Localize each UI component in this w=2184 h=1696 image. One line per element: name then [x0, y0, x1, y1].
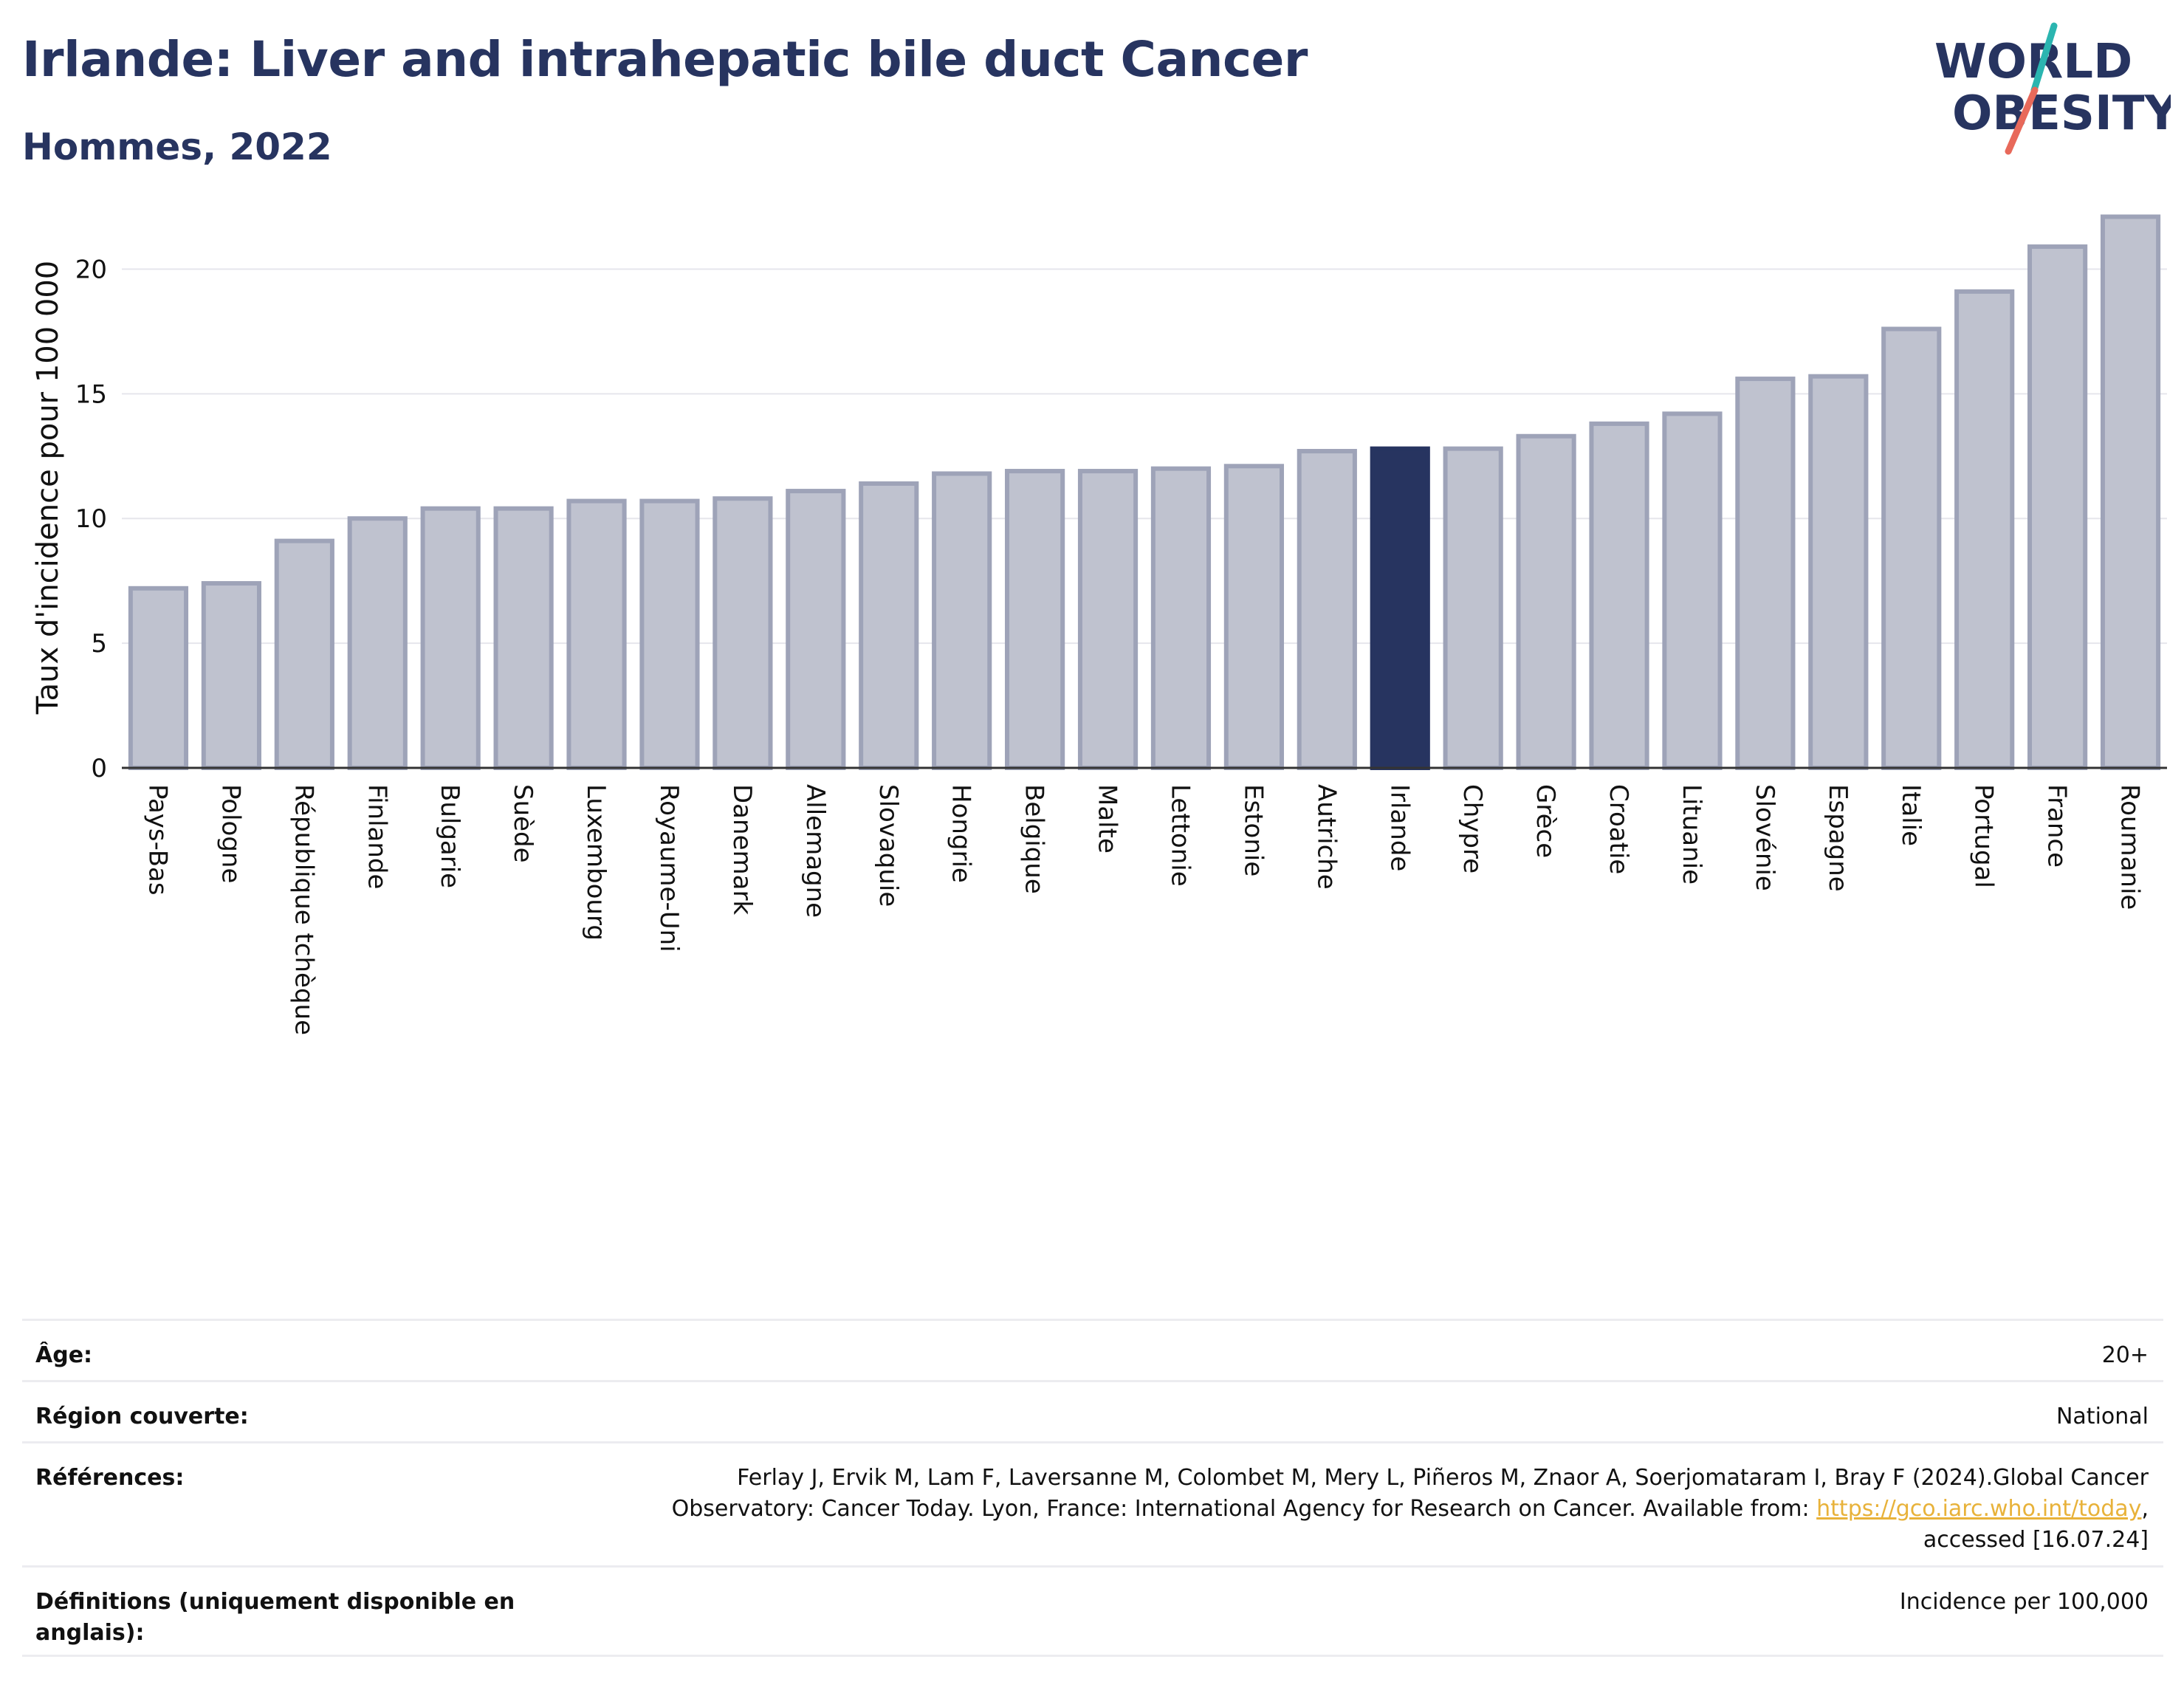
world-obesity-logo: WORLD OBESITY [1934, 22, 2171, 155]
bar[interactable] [932, 471, 992, 770]
age-label: Âge: [35, 1342, 93, 1368]
y-tick-label: 5 [91, 629, 107, 659]
bar[interactable] [1443, 446, 1503, 770]
x-tick-label: Hongrie [947, 784, 976, 883]
x-tick-label: France [2042, 784, 2072, 868]
bar[interactable] [566, 498, 627, 770]
bar[interactable] [1662, 411, 1723, 770]
x-tick-label: Lettonie [1165, 784, 1195, 887]
logo-slash-coral [2005, 86, 2039, 155]
page-title: Irlande: Liver and intrahepatic bile duc… [22, 31, 1308, 88]
x-tick-label: Italie [1896, 784, 1926, 846]
x-tick-label: Croatie [1604, 784, 1633, 874]
x-tick-label: Chypre [1457, 784, 1487, 873]
x-tick-label: Allemagne [800, 784, 830, 918]
bar[interactable] [1516, 433, 1576, 770]
x-tick-label: Lituanie [1677, 784, 1706, 885]
x-tick-label: Irlande [1384, 784, 1414, 871]
logo-slash-teal [2030, 22, 2058, 94]
references-text-1: Ferlay J, Ervik M, Lam F, Laversanne M, … [737, 1465, 2149, 1491]
region-value: National [2056, 1404, 2149, 1429]
bar[interactable] [859, 481, 919, 770]
x-tick-label: Slovaquie [873, 784, 903, 907]
bar[interactable] [1881, 326, 1942, 770]
bar[interactable] [1077, 469, 1139, 770]
bar[interactable] [274, 538, 334, 770]
bar[interactable] [1735, 377, 1796, 771]
bar-highlight[interactable] [1370, 446, 1430, 770]
y-tick-label: 10 [75, 504, 107, 534]
references-text-3: , [2141, 1496, 2149, 1522]
bar[interactable] [493, 506, 554, 770]
definitions-label: Définitions (uniquement disponible en an… [35, 1589, 515, 1646]
bar[interactable] [1954, 289, 2015, 771]
metadata-table: Âge: 20+ Région couverte: National Référ… [22, 1319, 2163, 1657]
x-tick-label: Slovénie [1750, 784, 1779, 891]
bar[interactable] [128, 586, 189, 770]
bar[interactable] [201, 581, 261, 770]
bar[interactable] [712, 496, 773, 770]
bar[interactable] [1223, 464, 1284, 770]
region-label: Région couverte: [35, 1404, 249, 1429]
y-tick-label: 15 [75, 380, 107, 409]
x-tick-label: Roumanie [2115, 784, 2145, 910]
page-subtitle: Hommes, 2022 [22, 126, 332, 168]
y-tick-label: 0 [91, 754, 107, 783]
x-tick-label: Estonie [1238, 784, 1268, 876]
x-tick-label: Malte [1093, 784, 1122, 854]
bar[interactable] [1297, 449, 1357, 770]
bar[interactable] [2027, 244, 2088, 771]
meta-row-references: Références: Ferlay J, Ervik M, Lam F, La… [22, 1441, 2163, 1565]
logo-word-world: WORLD [1934, 35, 2132, 89]
y-axis-label: Taux d'incidence pour 100 000 [31, 261, 65, 715]
bar[interactable] [639, 498, 700, 770]
references-text-4: accessed [16.07.24] [1923, 1527, 2149, 1553]
age-value: 20+ [2101, 1342, 2149, 1368]
meta-row-age: Âge: 20+ [22, 1319, 2163, 1380]
references-text-2: Observatory: Cancer Today. Lyon, France:… [671, 1496, 1817, 1522]
bar[interactable] [1808, 374, 1869, 770]
logo-word-obesity: OBESITY [1952, 86, 2171, 141]
y-tick-label: 20 [75, 255, 107, 284]
bar[interactable] [786, 489, 846, 770]
references-link[interactable]: https://gco.iarc.who.int/today [1816, 1496, 2142, 1522]
definitions-value: Incidence per 100,000 [1899, 1589, 2149, 1615]
bar[interactable] [1589, 421, 1649, 770]
x-tick-label: Suède [508, 784, 538, 863]
x-tick-label: Autriche [1311, 784, 1341, 890]
x-tick-label: Portugal [1969, 784, 1999, 888]
bar[interactable] [2100, 214, 2161, 771]
bar[interactable] [1150, 466, 1212, 770]
bar[interactable] [347, 516, 408, 770]
meta-row-definitions: Définitions (uniquement disponible en an… [22, 1565, 2163, 1657]
meta-row-region: Région couverte: National [22, 1380, 2163, 1441]
x-tick-label: Pays-Bas [142, 784, 172, 896]
bar-chart: 0 5 10 15 20 Taux d'incidence pour 100 000 Pay… [31, 214, 2167, 1035]
bar[interactable] [1005, 469, 1065, 770]
references-label: Références: [35, 1465, 185, 1491]
x-tick-label: Bulgarie [435, 784, 464, 888]
x-tick-label: Belgique [1020, 784, 1049, 894]
x-tick-label: Danemark [727, 784, 757, 915]
bar[interactable] [420, 506, 481, 770]
x-tick-label: Finlande [362, 784, 391, 889]
x-tick-label: Royaume-Uni [654, 784, 684, 952]
x-tick-label: Espagne [1823, 784, 1852, 892]
x-tick-label: République tchèque [289, 784, 318, 1035]
x-tick-label: Pologne [216, 784, 245, 883]
x-tick-label: Grèce [1531, 784, 1560, 858]
x-tick-label: Luxembourg [581, 784, 611, 941]
references-value: Ferlay J, Ervik M, Lam F, Laversanne M, … [598, 1463, 2149, 1556]
